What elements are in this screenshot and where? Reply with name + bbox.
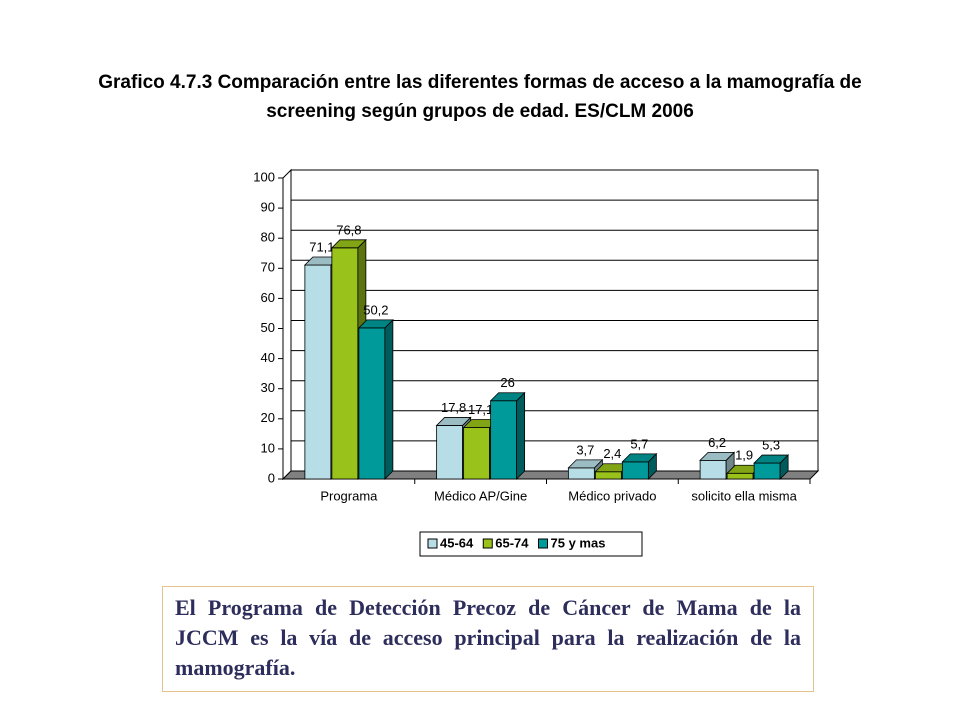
y-tick-label: 90 [261, 200, 275, 215]
bar-side [384, 318, 394, 480]
bar [567, 467, 595, 480]
value-label: 17,8 [441, 400, 466, 415]
legend-label: 75 y mas [551, 535, 606, 550]
value-label: 76,8 [336, 222, 361, 237]
bar-side [516, 391, 526, 480]
legend-label: 65-74 [495, 535, 529, 550]
bar [699, 459, 727, 480]
value-label: 5,7 [630, 436, 648, 451]
bar-top [357, 319, 394, 329]
y-tick-label: 50 [261, 320, 275, 335]
bar-top [567, 459, 604, 469]
legend-swatch [482, 538, 493, 549]
side-wall [282, 168, 292, 481]
value-label: 2,4 [603, 446, 621, 461]
y-tick-label: 30 [261, 380, 275, 395]
bar [304, 264, 332, 480]
y-tick-label: 20 [261, 410, 275, 425]
y-tick-label: 100 [253, 169, 275, 184]
legend-label: 45-64 [440, 535, 474, 550]
value-label: 17,1 [468, 402, 493, 417]
legend-swatch [538, 538, 548, 549]
bar [490, 400, 518, 480]
bar-top [330, 239, 367, 249]
value-label: 71,1 [309, 239, 334, 254]
legend-box [419, 531, 643, 557]
bar [621, 461, 649, 480]
bar-top [489, 392, 526, 402]
legend-swatch [427, 538, 438, 549]
y-tick-label: 60 [261, 290, 275, 305]
y-tick-label: 80 [261, 230, 275, 245]
bar [358, 327, 386, 480]
value-label: 3,7 [576, 442, 594, 457]
value-label: 50,2 [363, 302, 388, 317]
bar [331, 247, 359, 480]
x-tick-label: Médico privado [568, 488, 656, 503]
x-tick-label: Médico AP/Gine [434, 488, 527, 503]
y-tick-label: 40 [261, 350, 275, 365]
bar [436, 425, 464, 480]
bar-top [435, 417, 472, 426]
chart-title: Grafico 4.7.3 Comparación entre las dife… [98, 72, 862, 122]
bar-top [699, 451, 736, 461]
bar [753, 462, 781, 480]
value-label: 1,9 [735, 448, 753, 463]
y-tick-label: 70 [261, 260, 275, 275]
value-label: 26 [500, 375, 514, 390]
value-label: 5,3 [762, 437, 780, 452]
bar [726, 472, 754, 480]
bar-top [621, 453, 658, 463]
y-tick-label: 10 [261, 440, 275, 455]
text-box: El Programa de Detección Precoz de Cánce… [162, 586, 814, 692]
y-tick-label: 0 [268, 470, 275, 485]
x-tick-label: Programa [320, 488, 378, 503]
bar [594, 471, 622, 480]
bar [463, 427, 491, 480]
x-tick-label: solicito ella misma [691, 488, 797, 503]
value-label: 6,2 [708, 435, 726, 450]
bar-top [753, 454, 790, 464]
